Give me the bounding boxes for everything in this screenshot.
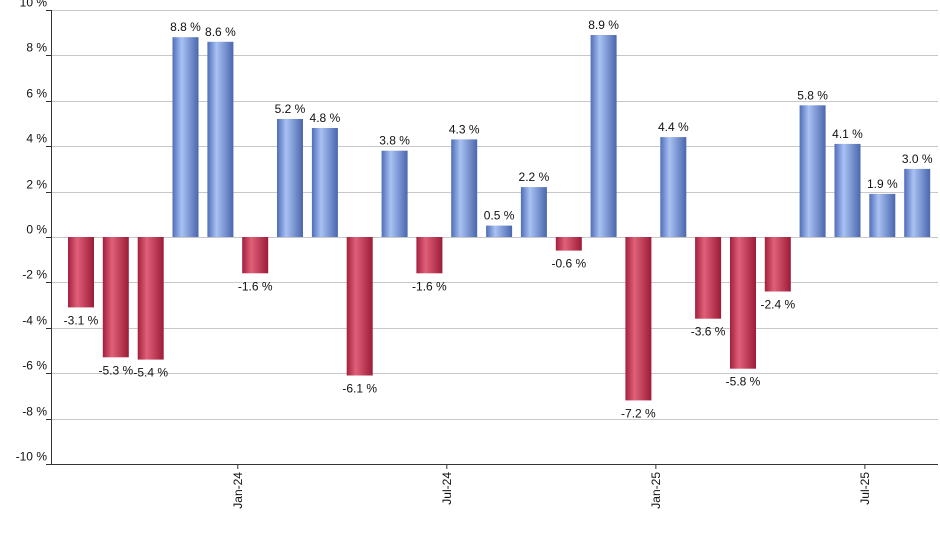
bar — [730, 237, 756, 369]
y-tick-label: 0 % — [26, 223, 47, 237]
data-label: -2.4 % — [760, 298, 795, 312]
data-label: -6.1 % — [342, 382, 377, 396]
y-tick-label: -6 % — [22, 359, 47, 373]
y-tick-label: 4 % — [26, 132, 47, 146]
bar — [520, 187, 547, 237]
bar — [102, 237, 129, 358]
x-tick-label: Jul-25 — [858, 472, 872, 505]
bar — [242, 237, 269, 274]
y-tick-label: -2 % — [22, 268, 47, 282]
bar — [834, 143, 861, 237]
bar — [277, 119, 303, 237]
data-label: -3.6 % — [691, 325, 726, 339]
data-label: 2.2 % — [519, 170, 550, 184]
bar — [695, 237, 722, 319]
x-tick-label: Jan-25 — [649, 472, 663, 509]
data-label: 8.8 % — [170, 20, 201, 34]
bar — [904, 168, 931, 237]
bar — [625, 237, 652, 401]
data-label: 4.4 % — [658, 120, 689, 134]
data-label: -5.8 % — [726, 375, 761, 389]
y-tick-label: -10 % — [16, 450, 48, 464]
bar — [451, 139, 478, 237]
data-label: 4.8 % — [310, 111, 341, 125]
bar — [555, 237, 582, 251]
x-tick-label: Jul-24 — [440, 472, 454, 505]
data-label: 3.8 % — [379, 134, 410, 148]
data-label: 4.1 % — [832, 127, 863, 141]
bar — [346, 237, 373, 376]
y-tick-label: -8 % — [22, 405, 47, 419]
data-label: -7.2 % — [621, 406, 656, 420]
gridlines — [46, 10, 938, 465]
bar — [68, 237, 94, 308]
y-tick-label: 6 % — [26, 87, 47, 101]
data-label: 1.9 % — [867, 177, 898, 191]
bar — [799, 105, 826, 237]
bar — [172, 37, 199, 238]
data-label: -0.6 % — [551, 257, 586, 271]
bar — [207, 41, 234, 237]
data-label: -1.6 % — [238, 279, 273, 293]
y-tick-label: 8 % — [26, 41, 47, 55]
bar — [381, 150, 408, 237]
bar — [869, 193, 896, 237]
data-label: 4.3 % — [449, 122, 480, 136]
data-label: 5.2 % — [275, 102, 306, 116]
bar — [660, 137, 687, 237]
x-axis-tick-labels: Jan-24 Jul-24 Jan-25 Jul-25 — [231, 464, 872, 509]
data-label: 8.9 % — [588, 18, 619, 32]
bar — [311, 128, 338, 237]
y-tick-label: -4 % — [22, 314, 47, 328]
data-label: -5.4 % — [133, 366, 168, 380]
data-label: 3.0 % — [902, 152, 933, 166]
data-label: 0.5 % — [484, 209, 515, 223]
bars — [68, 35, 931, 401]
data-label: 5.8 % — [797, 88, 828, 102]
y-tick-label: 2 % — [26, 178, 47, 192]
x-tick-label: Jan-24 — [231, 472, 245, 509]
bar — [137, 237, 164, 360]
bar — [416, 237, 443, 274]
data-label: -3.1 % — [64, 313, 99, 327]
data-label: -1.6 % — [412, 279, 447, 293]
data-label: 8.6 % — [205, 25, 236, 39]
bar — [764, 237, 791, 292]
data-label: -5.3 % — [98, 363, 133, 377]
y-axis-tick-labels: -10 % -8 % -6 % -4 % -2 % 0 % 2 % 4 % 6 % 8 % 10 % — [16, 0, 48, 464]
y-tick-label: 10 % — [20, 0, 48, 10]
axes — [51, 10, 938, 465]
bar — [590, 35, 617, 237]
bar — [486, 225, 513, 237]
data-labels: -3.1 % -5.3 % -5.4 % 8.8 % 8.6 % -1.6 % 5.2 % 4… — [64, 18, 933, 420]
